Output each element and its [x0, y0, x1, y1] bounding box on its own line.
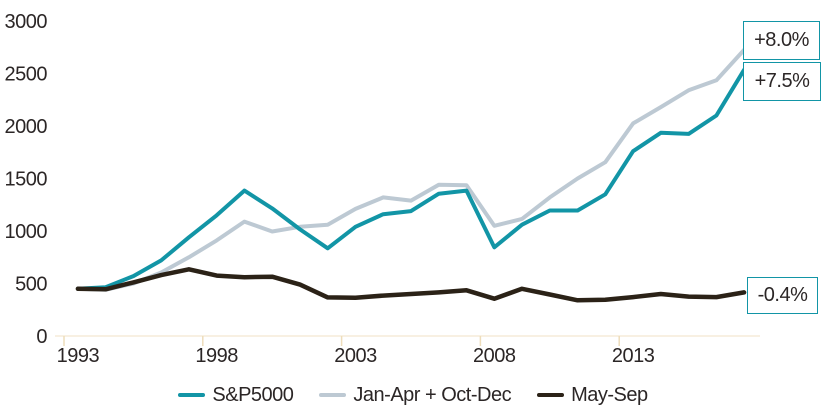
annotation-text: +7.5% [754, 70, 810, 92]
x-axis-label: 1998 [195, 345, 238, 367]
y-axis-label: 500 [15, 274, 47, 296]
annotation-text: -0.4% [757, 284, 808, 306]
legend-item-jan-apr-oct-dec: Jan-Apr + Oct-Dec [319, 383, 512, 407]
x-axis-label: 2008 [473, 345, 516, 367]
x-axis-label: 2003 [334, 345, 377, 367]
legend-swatch-dark-icon [537, 393, 565, 397]
legend-swatch-gray-icon [319, 393, 347, 397]
legend-item-sp5000: S&P5000 [178, 383, 294, 407]
annotation-box-jan-apr-oct-dec: +8.0% [743, 21, 820, 60]
x-axis-label: 2013 [612, 345, 655, 367]
y-axis-label: 0 [36, 326, 47, 348]
y-axis-label: 3000 [5, 11, 48, 33]
series-line-jan-apr-oct-dec [75, 47, 747, 292]
legend-label: Jan-Apr + Oct-Dec [353, 383, 512, 406]
annotation-box-sp5000: +7.5% [743, 62, 821, 101]
legend-label: May-Sep [571, 383, 648, 406]
x-axis-label: 1993 [57, 345, 100, 367]
legend-swatch-teal-icon [178, 393, 206, 397]
y-axis-label: 1000 [5, 221, 48, 243]
legend-item-may-sep: May-Sep [537, 384, 648, 407]
y-axis-label: 2000 [5, 116, 48, 138]
series-line-s-p5000 [75, 67, 747, 291]
series-line-may-sep [75, 267, 747, 303]
y-axis-label: 1500 [5, 169, 48, 191]
annotation-text: +8.0% [754, 29, 809, 51]
y-axis-label: 2500 [5, 64, 48, 86]
legend: S&P5000 Jan-Apr + Oct-Dec May-Sep [0, 380, 826, 410]
legend-label: S&P5000 [212, 383, 294, 406]
annotation-box-may-sep: -0.4% [747, 277, 818, 314]
